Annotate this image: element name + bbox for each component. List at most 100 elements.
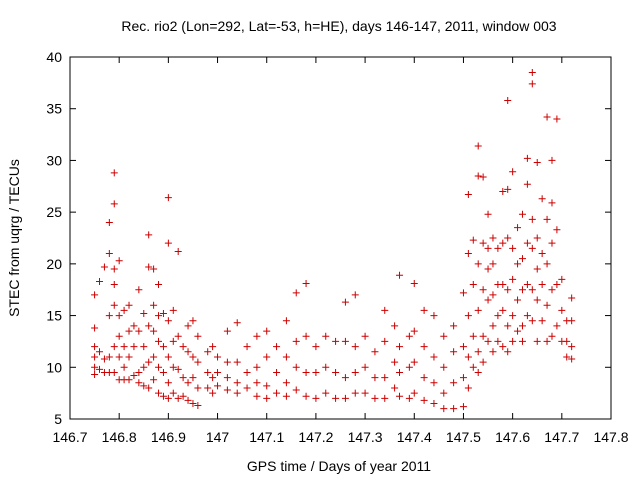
data-point [533,296,541,304]
data-point [110,301,118,309]
data-point [469,281,477,289]
data-point [150,301,158,309]
data-point [553,115,561,123]
data-point [469,363,477,371]
data-point [533,158,541,166]
data-point [150,265,158,273]
x-tick-label: 147.3 [348,429,383,445]
data-point [164,379,172,387]
data-point [243,343,251,351]
data-point [140,382,148,390]
data-point [150,376,158,384]
data-point [553,281,561,289]
data-point [282,379,290,387]
data-point [125,376,133,384]
data-point [174,332,182,340]
data-point [135,379,143,387]
data-point [410,327,418,335]
data-point [563,337,571,345]
data-point [489,322,497,330]
x-tick-label: 147.8 [593,429,628,445]
data-point [125,327,133,335]
data-point [538,250,546,258]
data-point [332,337,340,345]
data-point [155,389,163,397]
data-point [474,172,482,180]
data-point [479,358,487,366]
data-point [494,337,502,345]
data-point [194,358,202,366]
data-point [351,343,359,351]
data-point [509,244,517,252]
data-point [341,298,349,306]
data-point [494,244,502,252]
data-point [410,280,418,288]
data-point [479,286,487,294]
data-point [563,353,571,361]
x-tick-label: 147.4 [397,429,432,445]
data-point [110,169,118,177]
x-axis-label: GPS time / Days of year 2011 [247,458,431,474]
data-point [243,384,251,392]
data-point [509,337,517,345]
data-point [518,286,526,294]
data-point [302,392,310,400]
data-point [233,379,241,387]
data-point [489,348,497,356]
data-point [396,343,404,351]
data-point [125,353,133,361]
data-point [302,332,310,340]
data-point [253,392,261,400]
data-point [159,343,167,351]
data-point [110,200,118,208]
x-tick-label: 147 [206,429,230,445]
data-point [341,374,349,382]
data-point [341,394,349,402]
data-point [533,337,541,345]
data-point [332,394,340,402]
y-tick-label: 10 [46,359,62,375]
data-point [273,389,281,397]
data-point [548,286,556,294]
data-point [528,286,536,294]
data-point [164,194,172,202]
data-point [209,374,217,382]
data-point [504,286,512,294]
x-tick-label: 146.8 [102,429,137,445]
data-points [91,69,576,413]
data-point [204,368,212,376]
data-point [302,368,310,376]
data-point [233,319,241,327]
data-point [341,337,349,345]
data-point [440,363,448,371]
x-tick-label: 146.7 [52,429,87,445]
x-tick-label: 146.9 [151,429,186,445]
data-point [381,374,389,382]
data-point [174,365,182,373]
data-point [533,265,541,273]
data-point [504,96,512,104]
data-point [459,374,467,382]
data-point [155,281,163,289]
data-point [543,113,551,121]
data-point [484,210,492,218]
data-point [253,332,261,340]
data-point [430,399,438,407]
data-point [91,353,99,361]
data-point [130,372,138,380]
data-point [159,392,167,400]
data-point [164,394,172,402]
data-point [568,294,576,302]
data-point [100,355,108,363]
data-point [504,322,512,330]
data-point [568,355,576,363]
data-point [184,322,192,330]
data-point [518,337,526,345]
data-point [528,215,536,223]
data-point [322,389,330,397]
data-point [523,281,531,289]
y-tick-label: 20 [46,256,62,272]
data-point [214,353,222,361]
data-point [204,384,212,392]
data-point [145,231,153,239]
